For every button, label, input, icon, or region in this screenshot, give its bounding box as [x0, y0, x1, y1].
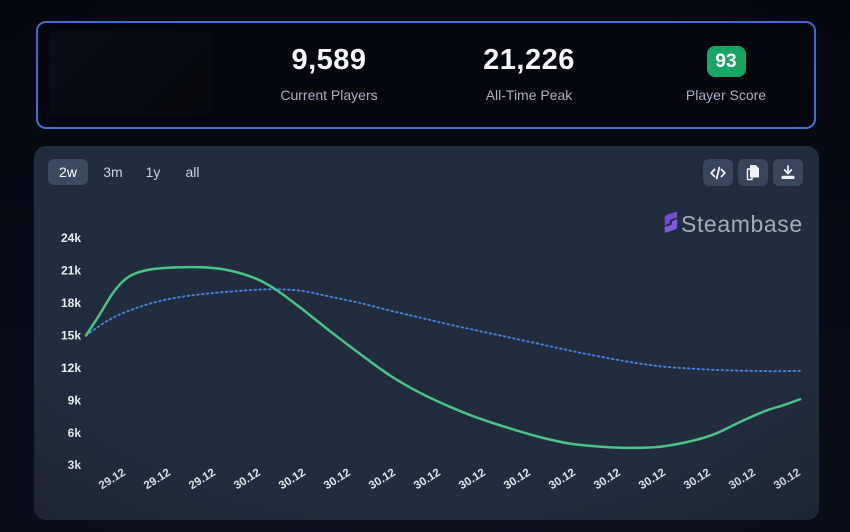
svg-text:30.12: 30.12 — [412, 467, 443, 492]
svg-text:6k: 6k — [68, 426, 82, 440]
svg-text:30.12: 30.12 — [457, 467, 488, 492]
svg-text:30.12: 30.12 — [502, 467, 533, 492]
svg-text:29.12: 29.12 — [142, 467, 173, 492]
svg-text:30.12: 30.12 — [277, 467, 308, 492]
svg-text:24k: 24k — [61, 231, 81, 245]
svg-text:30.12: 30.12 — [367, 467, 398, 492]
svg-text:30.12: 30.12 — [592, 467, 623, 492]
svg-text:3k: 3k — [68, 458, 82, 472]
svg-text:30.12: 30.12 — [682, 467, 713, 492]
svg-text:29.12: 29.12 — [97, 467, 128, 492]
svg-text:12k: 12k — [61, 361, 81, 375]
svg-text:30.12: 30.12 — [772, 467, 803, 492]
svg-text:29.12: 29.12 — [187, 467, 218, 492]
svg-text:15k: 15k — [61, 329, 81, 343]
svg-text:18k: 18k — [61, 296, 81, 310]
svg-text:30.12: 30.12 — [322, 467, 353, 492]
svg-text:30.12: 30.12 — [547, 467, 578, 492]
svg-text:30.12: 30.12 — [727, 467, 758, 492]
svg-text:9k: 9k — [68, 393, 82, 407]
svg-text:30.12: 30.12 — [232, 467, 263, 492]
svg-text:21k: 21k — [61, 264, 81, 278]
svg-text:30.12: 30.12 — [637, 467, 668, 492]
